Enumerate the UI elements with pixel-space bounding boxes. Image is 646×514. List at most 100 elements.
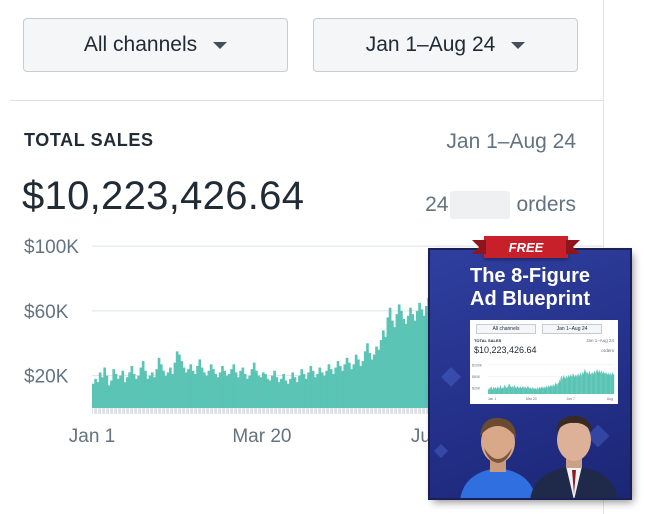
- mini-bar: [559, 380, 561, 394]
- mini-bar: [548, 386, 550, 394]
- x-axis-tick: [381, 408, 383, 414]
- mini-bar: [569, 375, 571, 394]
- mini-x-tick: Aug: [607, 397, 613, 401]
- x-axis-tick: [269, 408, 271, 414]
- mini-bar: [495, 389, 497, 394]
- date-range-dropdown[interactable]: Jan 1–Aug 24: [313, 18, 578, 72]
- sales-bar: [139, 367, 143, 408]
- sales-bar: [243, 374, 247, 408]
- sales-bar: [189, 364, 193, 408]
- mini-y-tick: $100K: [472, 363, 483, 367]
- mini-bar: [607, 372, 609, 394]
- sales-bar: [332, 374, 335, 408]
- sales-bar: [381, 330, 385, 408]
- x-axis-tick: [233, 408, 235, 414]
- mini-bar: [489, 389, 490, 394]
- sales-bar: [273, 370, 276, 408]
- sales-bar: [223, 370, 227, 408]
- sales-bar: [135, 378, 138, 408]
- mini-bar: [613, 374, 615, 394]
- mini-channel-select: All channels: [476, 324, 536, 334]
- sales-bar: [153, 377, 156, 408]
- sales-bar: [230, 369, 233, 408]
- x-axis-tick: [297, 408, 299, 414]
- mini-bar: [502, 387, 504, 394]
- mini-bar: [603, 371, 605, 394]
- total-sales-label: TOTAL SALES: [24, 130, 154, 150]
- mini-bar: [489, 387, 491, 394]
- mini-bar: [544, 388, 546, 394]
- sales-bar: [345, 357, 349, 408]
- mini-bar: [577, 375, 578, 394]
- sales-bar: [402, 319, 406, 408]
- mini-bar: [611, 375, 612, 394]
- mini-bar: [520, 388, 522, 394]
- sales-bar: [261, 372, 265, 408]
- sales-bar: [413, 320, 417, 408]
- sales-bar: [316, 374, 319, 408]
- mini-bar: [507, 387, 509, 394]
- x-axis-tick: [341, 408, 343, 414]
- channel-filter-dropdown[interactable]: All channels: [23, 18, 288, 72]
- mini-bar: [554, 385, 556, 394]
- promo-book-cover[interactable]: The 8-Figure Ad Blueprint All channels J…: [430, 250, 630, 498]
- sales-bar: [323, 375, 326, 408]
- mini-bar: [551, 387, 553, 394]
- mini-bar: [541, 386, 543, 394]
- mini-bar: [608, 374, 610, 394]
- mini-bar: [530, 388, 532, 394]
- mini-bar: [499, 386, 501, 394]
- promo-title-line1: The 8-Figure: [469, 265, 590, 287]
- mini-bar: [493, 387, 494, 394]
- mini-bar: [539, 387, 541, 394]
- mini-bar: [558, 381, 560, 394]
- x-axis-tick: [121, 408, 123, 414]
- sales-bar: [184, 372, 188, 408]
- sales-bar: [304, 378, 308, 408]
- x-axis-tick: [177, 408, 179, 414]
- sales-bar: [293, 377, 297, 408]
- mini-bar: [564, 378, 566, 394]
- sales-bar: [309, 365, 313, 408]
- mini-bar: [504, 386, 506, 394]
- mini-bar: [547, 387, 548, 394]
- x-axis-tick: [149, 408, 151, 414]
- x-axis-tick: [101, 408, 103, 414]
- mini-bar: [500, 387, 502, 394]
- mini-bar: [516, 386, 518, 394]
- mini-bar: [592, 373, 594, 394]
- mini-bar: [593, 372, 595, 394]
- x-axis-tick: [285, 408, 287, 414]
- mini-bar: [586, 371, 588, 394]
- divider: [10, 100, 603, 101]
- x-axis-tick: [333, 408, 335, 414]
- mini-bar: [581, 375, 582, 394]
- mini-bar: [552, 384, 554, 394]
- mini-bar: [548, 385, 549, 394]
- mini-bar: [534, 387, 536, 394]
- mini-bar: [600, 372, 602, 394]
- mini-bar: [500, 385, 502, 394]
- sales-bar: [203, 372, 206, 408]
- mini-bar: [549, 386, 551, 394]
- mini-bar: [538, 388, 540, 394]
- x-axis-tick: [93, 408, 95, 414]
- mini-bar: [510, 386, 512, 394]
- mini-bar: [603, 373, 605, 394]
- sales-bar: [422, 315, 426, 408]
- sales-bar: [157, 357, 161, 408]
- mini-bar: [496, 388, 498, 394]
- sales-bar: [372, 354, 376, 408]
- mini-bar: [523, 388, 525, 394]
- y-tick-label: $20K: [24, 367, 69, 388]
- mini-bar: [495, 387, 497, 394]
- sales-bar: [329, 369, 333, 408]
- mini-bar: [509, 384, 510, 394]
- sales-bar: [198, 359, 202, 408]
- x-axis-tick: [305, 408, 307, 414]
- sales-bar: [200, 367, 204, 408]
- sales-bar: [132, 374, 136, 408]
- mini-bar: [526, 388, 528, 394]
- mini-bar: [532, 388, 533, 394]
- mini-bar: [488, 389, 489, 394]
